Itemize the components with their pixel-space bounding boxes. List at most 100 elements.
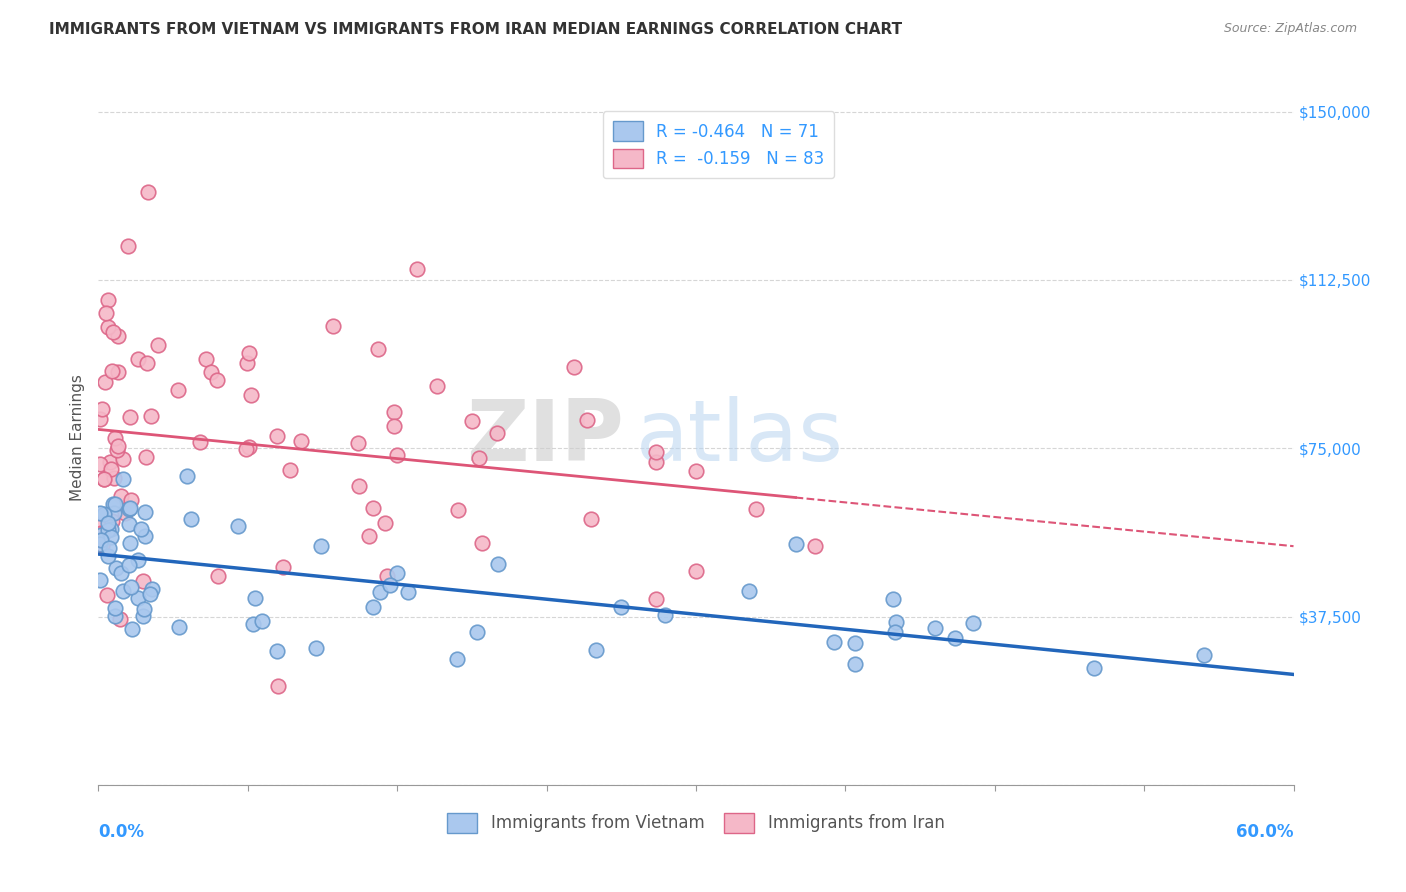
Point [117, 516, 139, 531]
Point [654, 607, 676, 622]
Point [373, 516, 395, 531]
Point [266, 429, 288, 443]
Point [107, 365, 129, 379]
Point [148, 338, 170, 352]
Point [447, 503, 470, 517]
Point [1083, 661, 1105, 675]
Point [267, 679, 290, 693]
Point [785, 537, 807, 551]
Point [564, 359, 586, 374]
Point [103, 507, 125, 521]
Text: 0.0%: 0.0% [98, 823, 145, 841]
Point [228, 519, 250, 533]
Point [93, 527, 115, 541]
Point [136, 356, 159, 370]
Point [238, 440, 260, 454]
Text: IMMIGRANTS FROM VIETNAM VS IMMIGRANTS FROM IRAN MEDIAN EARNINGS CORRELATION CHAR: IMMIGRANTS FROM VIETNAM VS IMMIGRANTS FR… [49, 22, 903, 37]
Point [89, 412, 111, 426]
Point [134, 529, 156, 543]
Point [103, 470, 125, 484]
Point [238, 346, 260, 360]
Point [304, 641, 326, 656]
Point [90, 533, 112, 547]
Point [167, 620, 190, 634]
Point [141, 582, 163, 597]
Point [100, 530, 122, 544]
Point [117, 239, 139, 253]
Point [136, 186, 159, 200]
Point [205, 373, 228, 387]
Point [368, 584, 391, 599]
Point [685, 464, 707, 478]
Point [380, 578, 402, 592]
Point [884, 625, 907, 640]
Text: Source: ZipAtlas.com: Source: ZipAtlas.com [1223, 22, 1357, 36]
Point [471, 535, 494, 549]
Point [107, 329, 129, 343]
Point [101, 364, 124, 378]
Point [91, 401, 114, 416]
Point [309, 539, 332, 553]
Point [188, 435, 211, 450]
Point [129, 521, 152, 535]
Point [121, 623, 143, 637]
Point [94, 306, 117, 320]
Point [387, 566, 409, 580]
Point [426, 378, 449, 392]
Y-axis label: Median Earnings: Median Earnings [69, 374, 84, 500]
Point [96, 588, 118, 602]
Point [266, 643, 288, 657]
Point [120, 410, 142, 425]
Point [110, 566, 132, 580]
Point [111, 452, 134, 467]
Point [367, 343, 389, 357]
Point [396, 585, 419, 599]
Point [176, 469, 198, 483]
Point [100, 462, 122, 476]
Point [100, 522, 122, 536]
Point [135, 450, 157, 465]
Point [382, 418, 405, 433]
Point [290, 434, 312, 448]
Point [882, 592, 904, 607]
Point [94, 375, 117, 389]
Point [90, 525, 112, 540]
Point [271, 560, 294, 574]
Point [127, 351, 149, 366]
Point [132, 574, 155, 588]
Point [943, 631, 966, 645]
Point [240, 388, 263, 402]
Point [804, 539, 827, 553]
Point [134, 505, 156, 519]
Point [97, 549, 120, 563]
Point [167, 383, 190, 397]
Point [103, 497, 125, 511]
Point [645, 455, 668, 469]
Point [112, 584, 135, 599]
Point [110, 489, 132, 503]
Point [359, 529, 381, 543]
Point [127, 591, 149, 606]
Point [645, 591, 668, 606]
Point [87, 520, 110, 534]
Point [486, 426, 509, 441]
Point [89, 537, 111, 551]
Point [349, 479, 371, 493]
Point [486, 557, 509, 571]
Point [114, 506, 136, 520]
Point [579, 512, 602, 526]
Point [93, 472, 115, 486]
Point [97, 516, 120, 530]
Point [235, 356, 257, 370]
Point [104, 431, 127, 445]
Point [93, 472, 115, 486]
Point [962, 616, 984, 631]
Point [385, 448, 409, 462]
Point [107, 439, 129, 453]
Point [103, 497, 125, 511]
Point [118, 536, 141, 550]
Point [105, 561, 128, 575]
Point [180, 512, 202, 526]
Point [111, 472, 134, 486]
Point [91, 538, 114, 552]
